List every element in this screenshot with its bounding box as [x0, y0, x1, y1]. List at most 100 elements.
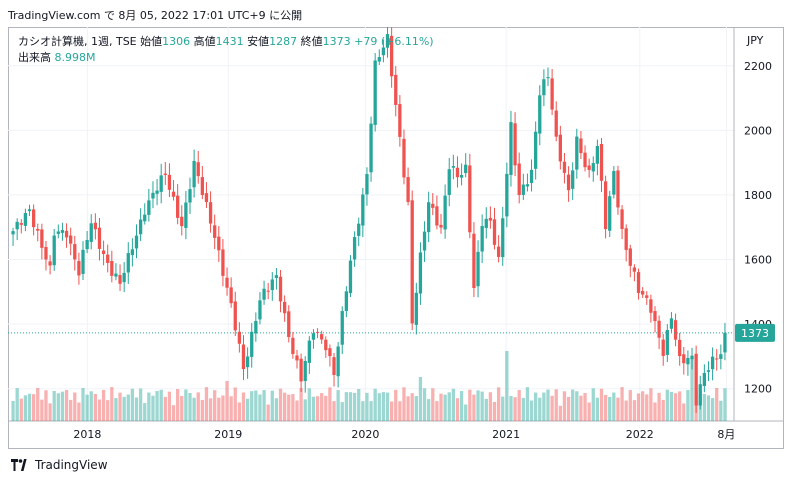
volume-bar: [616, 397, 620, 421]
candle-body: [303, 360, 307, 382]
candle-body: [155, 190, 159, 194]
candle-body: [665, 330, 669, 355]
candle-body: [369, 123, 373, 173]
candle-body: [344, 291, 349, 311]
candle-body: [616, 170, 620, 208]
volume-bar: [299, 388, 303, 421]
candle-body: [258, 300, 262, 320]
volume-bar: [52, 390, 56, 421]
candle-body: [245, 356, 250, 368]
volume-bar: [64, 390, 69, 421]
volume-bar: [665, 389, 669, 421]
volume-bar: [715, 388, 719, 421]
candle-body: [307, 340, 311, 363]
candle-body: [23, 213, 28, 226]
y-tick-label: 1600: [744, 254, 772, 267]
volume-bar: [690, 359, 694, 421]
candle-body: [320, 334, 324, 340]
volume-bar: [480, 391, 484, 421]
candle-body: [550, 78, 554, 110]
candle-body: [682, 354, 686, 364]
candle-body: [60, 230, 65, 233]
y-tick-label: 2000: [744, 124, 772, 137]
candle-body: [640, 291, 645, 295]
volume-bar: [661, 399, 665, 421]
volume-bar: [287, 394, 291, 421]
candle-body: [89, 223, 93, 242]
candle-body: [591, 163, 595, 172]
candle-body: [176, 195, 180, 218]
volume-bar: [23, 395, 28, 421]
volume-bar: [295, 400, 299, 421]
volume-bar: [640, 391, 645, 421]
volume-bar: [336, 390, 340, 421]
volume-bar: [418, 377, 423, 421]
candle-body: [620, 209, 624, 229]
volume-bar: [348, 392, 353, 421]
candle-body: [673, 320, 678, 340]
volume-bar: [451, 388, 456, 421]
volume-bar: [167, 391, 172, 421]
candle-body: [715, 358, 719, 360]
candle-body: [295, 355, 299, 361]
candle-body: [447, 169, 451, 195]
candle-body: [443, 195, 447, 230]
volume-bar: [106, 400, 110, 421]
candle-body: [562, 161, 567, 173]
volume-bar: [36, 387, 40, 421]
candle-body: [213, 225, 217, 238]
volume-bar: [361, 401, 365, 421]
candle-body: [377, 57, 381, 62]
candle-body: [488, 217, 493, 221]
candle-body: [723, 332, 727, 353]
candle-body: [361, 194, 365, 226]
volume-bar: [496, 387, 501, 421]
volume-bar: [669, 391, 674, 421]
high-label: 高値: [193, 35, 216, 48]
price-chart[interactable]: 120014001600180020002200 201820192020202…: [8, 27, 784, 449]
volume-bar: [686, 390, 690, 421]
volume-bar: [85, 394, 89, 421]
candle-body: [505, 173, 509, 217]
candle-body: [546, 77, 550, 79]
volume-bar: [262, 390, 266, 421]
volume-bar: [583, 392, 587, 421]
volume-bar: [628, 390, 632, 421]
candle-body: [192, 160, 196, 188]
candle-body: [262, 288, 266, 300]
volume-bar: [352, 392, 357, 421]
candle-body: [525, 184, 530, 187]
volume-bar: [427, 399, 431, 421]
candle-body: [612, 171, 616, 195]
volume-bar: [394, 389, 398, 421]
x-tick-label: 2018: [73, 428, 101, 441]
volume-bar: [612, 392, 616, 421]
candle-body: [266, 290, 270, 292]
volume-bar: [303, 399, 307, 421]
candle-body: [571, 170, 575, 189]
candle-body: [534, 131, 538, 169]
volume-bar: [69, 399, 73, 421]
candle-body: [229, 287, 233, 304]
candle-body: [324, 339, 328, 351]
volume-bar: [398, 401, 402, 421]
footer-brand[interactable]: TradingView: [11, 458, 108, 472]
candle-body: [81, 249, 85, 274]
candle-body: [134, 235, 139, 249]
legend-volume-line: 出来高 8.998M: [18, 50, 434, 66]
candle-body: [398, 104, 402, 137]
volume-bar: [464, 404, 468, 421]
brand-name: TradingView: [35, 458, 108, 472]
volume-bar: [608, 396, 612, 421]
tradingview-logo-icon: [11, 459, 27, 471]
volume-bar: [254, 390, 258, 421]
x-tick-label: 2019: [214, 428, 242, 441]
candle-body: [583, 152, 587, 168]
candle-body: [31, 209, 36, 228]
candle-body: [624, 228, 628, 250]
volume-bar: [122, 396, 126, 421]
volume-bar: [459, 391, 464, 421]
candle-body: [254, 320, 258, 334]
candle-body: [690, 355, 694, 360]
candle-body: [159, 175, 163, 192]
